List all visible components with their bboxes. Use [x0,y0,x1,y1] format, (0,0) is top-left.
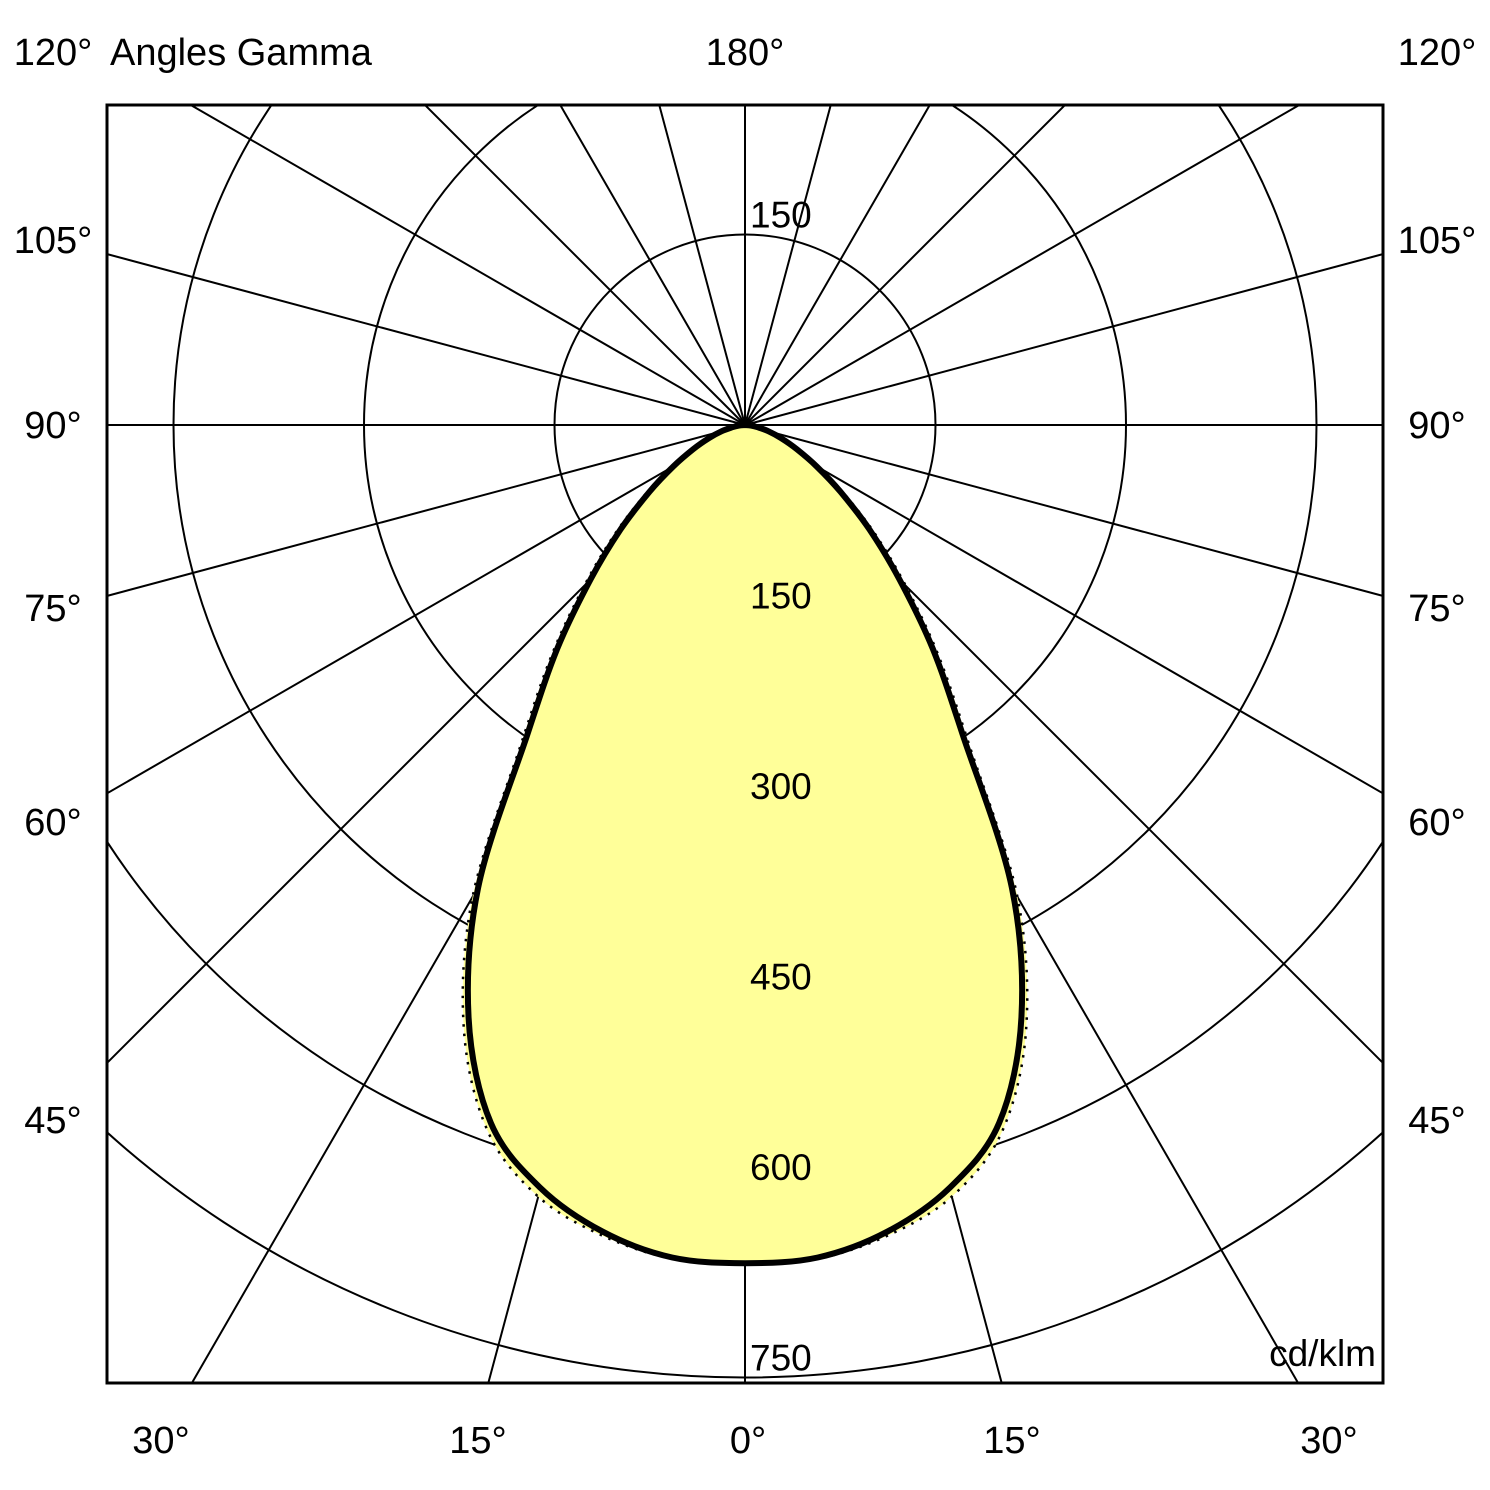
tick-label-upper-150: 150 [750,195,812,236]
grid-ray-285 [107,424,746,597]
plot-border [105,103,1385,1385]
grid-ray-75 [744,424,1383,597]
gamma-label-left-120: 120° [14,32,93,74]
grid-ray-150 [744,105,931,426]
gamma-label-bottom-1: 15° [449,1420,506,1462]
gamma-label-left-45: 45° [24,1100,81,1142]
chart-title: Angles Gamma [110,32,373,74]
tick-label-300: 300 [750,766,812,807]
grid-ray-120 [744,105,1302,426]
tick-label-150: 150 [750,576,812,617]
gamma-label-bottom-4: 30° [1300,1420,1357,1462]
gamma-label-right-45: 45° [1408,1100,1465,1142]
grid-ray-300 [107,424,746,795]
grid-ray-45 [744,424,1383,1065]
gamma-label-bottom-3: 15° [983,1420,1040,1462]
gamma-label-bottom-0: 30° [132,1420,189,1462]
unit-label: cd/klm [1269,1333,1376,1374]
gamma-side-labels: 120° 105° 90° 75° 60° 45° 120° 105° 90° 75° 60° 45° [14,32,1477,1142]
grid-ray-135 [744,105,1067,426]
grid-ray-255 [107,253,746,426]
gamma-label-right-120: 120° [1398,32,1477,74]
tick-label-450: 450 [750,957,812,998]
gamma-label-right-90: 90° [1408,405,1465,447]
photometric-curve-solid [464,422,1026,1267]
radial-tick-labels: 150 300 450 600 750 150 [750,195,812,1379]
gamma-label-left-60: 60° [24,802,81,844]
gamma-label-left-90: 90° [24,405,81,447]
gamma-label-left-75: 75° [24,588,81,630]
grid-ray-60 [744,424,1383,795]
tick-label-600: 600 [750,1147,812,1188]
grid-ray-225 [423,105,746,426]
gamma-label-right-60: 60° [1408,802,1465,844]
grid-ray-105 [744,253,1383,426]
grid-ray-195 [658,105,746,426]
grid-ray-210 [559,105,746,426]
top-180-label: 180° [706,32,785,74]
photometric-curves [461,422,1029,1267]
gamma-label-right-105: 105° [1398,220,1477,262]
grid-ray-240 [188,105,746,426]
gamma-bottom-labels: 30° 15° 0° 15° 30° [132,1420,1357,1462]
tick-label-750: 750 [750,1338,812,1379]
gamma-label-left-105: 105° [14,220,93,262]
grid-ray-315 [107,424,746,1065]
grid-ray-165 [744,105,832,426]
gamma-label-right-75: 75° [1408,588,1465,630]
gamma-label-bottom-2: 0° [730,1420,766,1462]
photometric-curve-dotted [461,423,1029,1266]
